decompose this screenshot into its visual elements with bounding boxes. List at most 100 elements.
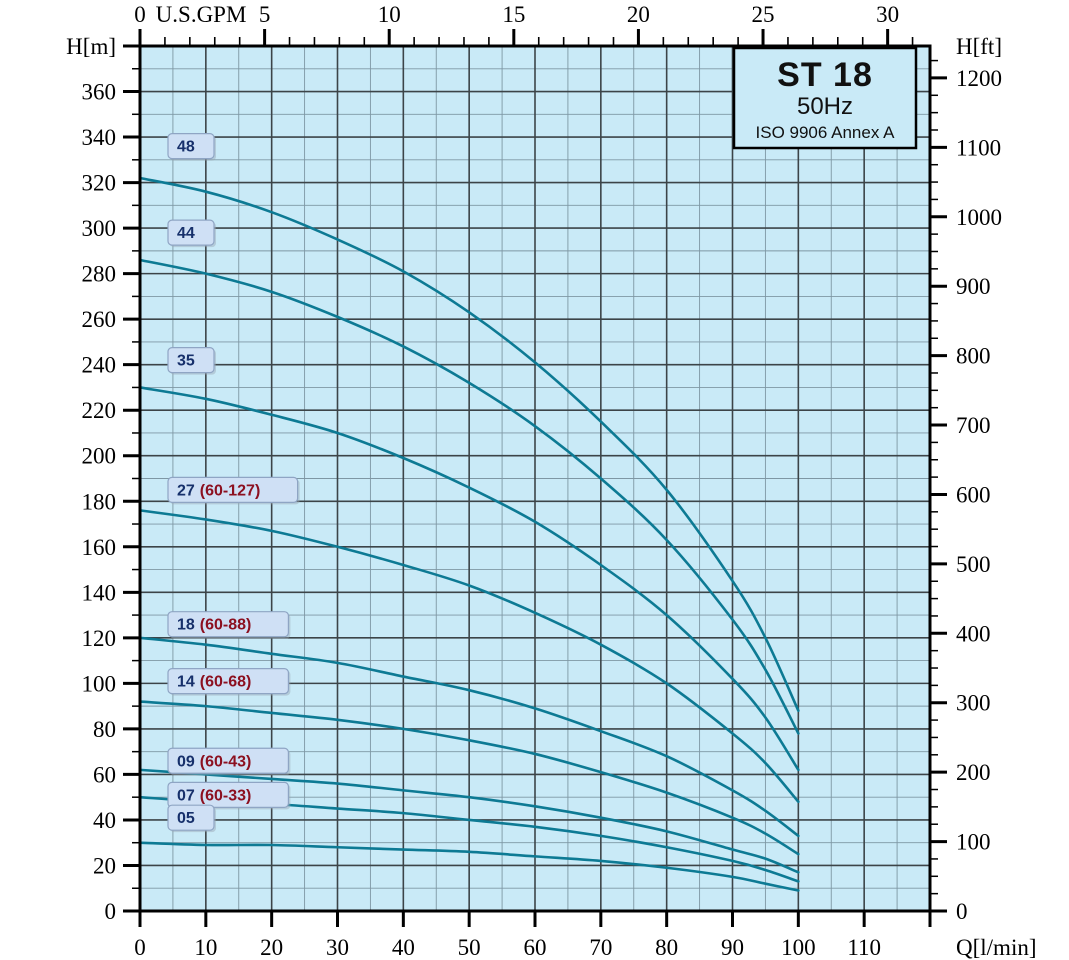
curve-label-range: (60-43) xyxy=(200,753,252,770)
curve-label-text: 35 xyxy=(177,353,195,370)
tick-label-left-160: 160 xyxy=(82,535,117,560)
curve-label-box xyxy=(167,804,215,831)
tick-label-left-180: 180 xyxy=(82,489,117,514)
curve-label-box xyxy=(167,219,215,246)
curve-label-text: 44 xyxy=(177,225,195,242)
curve-label-14: 14 (60-68) xyxy=(167,667,291,696)
tick-label-top-10: 10 xyxy=(378,2,401,27)
tick-label-bottom-100: 100 xyxy=(781,935,816,960)
title-frequency: 50Hz xyxy=(797,93,853,120)
curve-label-text: 14 (60-68) xyxy=(177,674,251,691)
curve-label-stage: 14 xyxy=(177,674,195,691)
curve-label-text: 09 (60-43) xyxy=(177,753,251,770)
tick-label-right-0: 0 xyxy=(956,899,968,924)
tick-label-bottom-70: 70 xyxy=(589,935,612,960)
curve-label-box xyxy=(167,667,290,695)
title-model: ST 18 xyxy=(777,56,873,94)
curve-48 xyxy=(138,176,800,712)
tick-label-left-240: 240 xyxy=(82,353,117,378)
tick-label-right-700: 700 xyxy=(956,413,991,438)
title-standard: ISO 9906 Annex A xyxy=(756,123,896,142)
tick-label-bottom-90: 90 xyxy=(721,935,744,960)
tick-label-left-340: 340 xyxy=(82,125,117,150)
curve-labels: 48 44 35 27 (60-127) 18 (60-88) 14 (60-68) 09 (60-… xyxy=(167,133,300,833)
tick-label-bottom-110: 110 xyxy=(847,935,881,960)
curve-label-stage: 18 xyxy=(177,617,195,634)
curve-09 xyxy=(138,768,800,874)
tick-label-top-0: 0 xyxy=(134,2,146,27)
tick-label-bottom-80: 80 xyxy=(655,935,678,960)
curve-05 xyxy=(138,841,800,892)
curve-label-box xyxy=(167,133,215,160)
tick-label-bottom-30: 30 xyxy=(326,935,349,960)
tick-label-right-1000: 1000 xyxy=(956,205,1002,230)
axis-name-bottom: Q[l/min] xyxy=(956,935,1037,960)
curve-label-range: (60-88) xyxy=(200,617,252,634)
curve-label-18: 18 (60-88) xyxy=(167,611,291,639)
curve-label-stage: 35 xyxy=(177,353,195,370)
tick-label-left-200: 200 xyxy=(82,444,117,469)
tick-label-bottom-60: 60 xyxy=(524,935,547,960)
curve-label-09: 09 (60-43) xyxy=(167,747,291,776)
tick-label-right-1100: 1100 xyxy=(956,135,1001,160)
tick-label-right-600: 600 xyxy=(956,482,991,507)
curve-label-35: 35 xyxy=(167,347,216,375)
tick-label-left-20: 20 xyxy=(93,853,116,878)
axis-name-top: U.S.GPM xyxy=(156,2,247,27)
curve-label-box xyxy=(167,747,290,774)
tick-label-bottom-20: 20 xyxy=(260,935,283,960)
curve-label-range: (60-33) xyxy=(200,787,252,804)
tick-label-left-40: 40 xyxy=(93,808,116,833)
title-box-frame xyxy=(732,46,918,150)
curve-label-27: 27 (60-127) xyxy=(167,476,300,505)
tick-label-left-80: 80 xyxy=(93,717,116,742)
curve-label-05: 05 xyxy=(167,804,216,833)
curve-label-text: 18 (60-88) xyxy=(177,617,251,634)
curve-label-07: 07 (60-33) xyxy=(167,781,291,810)
tick-label-top-20: 20 xyxy=(627,2,650,27)
tick-label-right-800: 800 xyxy=(956,344,991,369)
axis-name-left: H[m] xyxy=(66,34,116,59)
curve-label-stage: 27 xyxy=(177,482,195,499)
tick-label-bottom-40: 40 xyxy=(392,935,415,960)
tick-label-top-25: 25 xyxy=(752,2,775,27)
tick-label-right-900: 900 xyxy=(956,274,991,299)
axis-tick-labels: 0 5 10 15 20 25 300 10 20 30 40 50 60 70 80 90 100 110020… xyxy=(82,2,1003,960)
tick-label-right-300: 300 xyxy=(956,691,991,716)
tick-label-right-1200: 1200 xyxy=(956,66,1002,91)
tick-label-bottom-0: 0 xyxy=(134,935,146,960)
curve-14 xyxy=(138,700,800,856)
tick-label-right-100: 100 xyxy=(956,830,991,855)
tick-label-top-5: 5 xyxy=(259,2,271,27)
curve-label-box xyxy=(167,781,290,809)
tick-label-left-360: 360 xyxy=(82,80,117,105)
tick-label-bottom-10: 10 xyxy=(194,935,217,960)
curve-label-text: 05 xyxy=(177,810,195,827)
curve-label-box xyxy=(167,347,215,374)
tick-label-top-30: 30 xyxy=(876,2,899,27)
curve-label-range: (60-68) xyxy=(200,674,252,691)
tick-label-top-15: 15 xyxy=(502,2,525,27)
tick-label-right-200: 200 xyxy=(956,760,991,785)
axis-ticks xyxy=(123,29,947,927)
curve-18 xyxy=(138,636,800,838)
curve-label-stage: 09 xyxy=(177,753,195,770)
tick-label-left-280: 280 xyxy=(82,262,117,287)
axis-names: H[m] H[ft] U.S.GPM Q[l/min] xyxy=(66,2,1036,960)
tick-label-left-140: 140 xyxy=(82,580,117,605)
curve-label-text: 27 (60-127) xyxy=(177,482,260,499)
tick-label-left-220: 220 xyxy=(82,398,117,423)
tick-label-left-260: 260 xyxy=(82,307,117,332)
tick-label-right-400: 400 xyxy=(956,621,991,646)
curve-label-text: 48 xyxy=(177,139,195,156)
curve-label-48: 48 xyxy=(167,133,216,161)
tick-label-left-60: 60 xyxy=(93,762,116,787)
curve-label-range: (60-127) xyxy=(200,482,260,499)
curve-27 xyxy=(138,509,800,804)
axis-name-right: H[ft] xyxy=(956,34,1002,59)
curve-35 xyxy=(138,386,800,772)
curve-label-stage: 05 xyxy=(177,810,195,827)
curve-label-box xyxy=(167,476,299,503)
